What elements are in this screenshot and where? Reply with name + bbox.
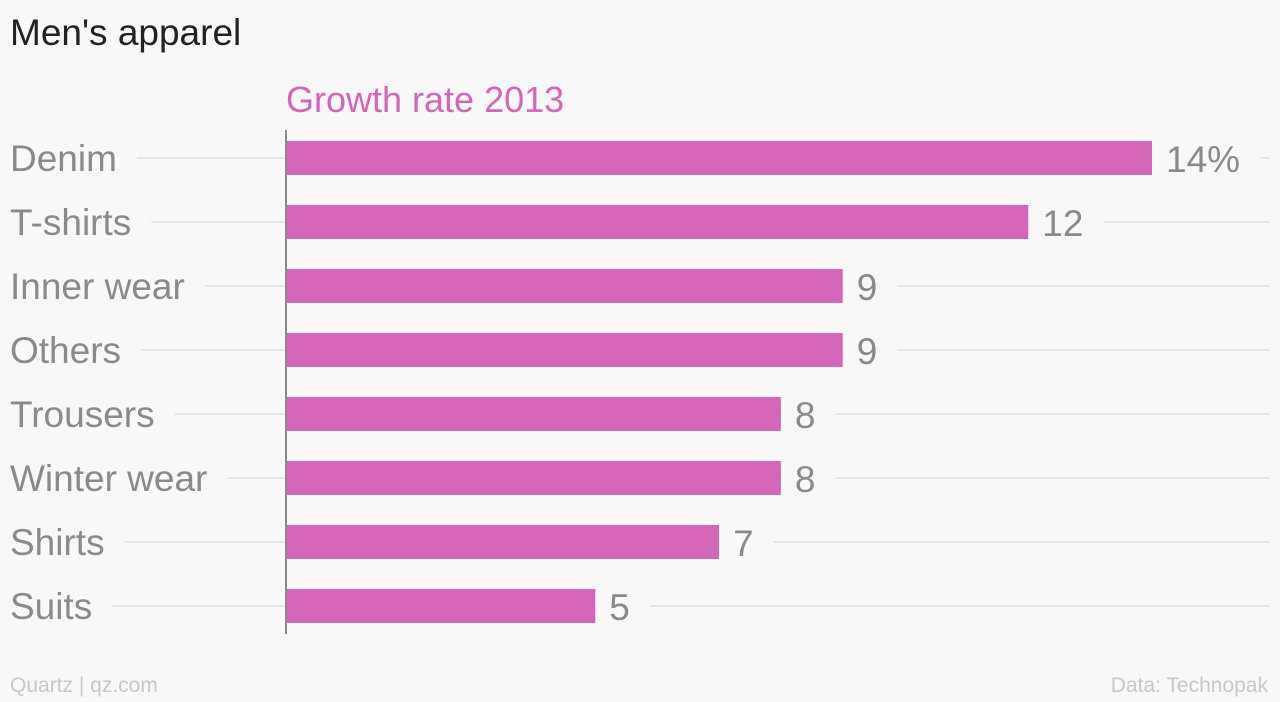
category-label: Shirts (10, 522, 105, 563)
bar (286, 589, 596, 623)
bar (286, 397, 781, 431)
bar-chart: Growth rate 2013 Denim T-shirts Inner wear O… (10, 79, 1270, 634)
bar (286, 269, 843, 303)
footer-source: Data: Technopak (1110, 674, 1268, 697)
value-label: 7 (733, 523, 754, 564)
category-label: Winter wear (10, 458, 207, 499)
value-label: 8 (795, 459, 816, 500)
series-label: Growth rate 2013 (286, 79, 564, 120)
value-label: 9 (857, 267, 878, 308)
value-label: 12 (1042, 203, 1083, 244)
value-label: 5 (609, 587, 630, 628)
bar (286, 205, 1029, 239)
value-label: 9 (857, 331, 878, 372)
bar (286, 141, 1152, 175)
chart-title: Men's apparel (10, 12, 242, 53)
category-label: Suits (10, 586, 92, 627)
bar (286, 525, 719, 559)
bar (286, 461, 781, 495)
category-label: Trousers (10, 394, 155, 435)
category-label: Denim (10, 138, 117, 179)
category-label: T-shirts (10, 202, 131, 243)
category-label: Others (10, 330, 121, 371)
category-label: Inner wear (10, 266, 185, 307)
value-label: 14% (1166, 139, 1240, 180)
footer-credit: Quartz | qz.com (10, 674, 158, 697)
bar (286, 333, 843, 367)
value-label: 8 (795, 395, 816, 436)
